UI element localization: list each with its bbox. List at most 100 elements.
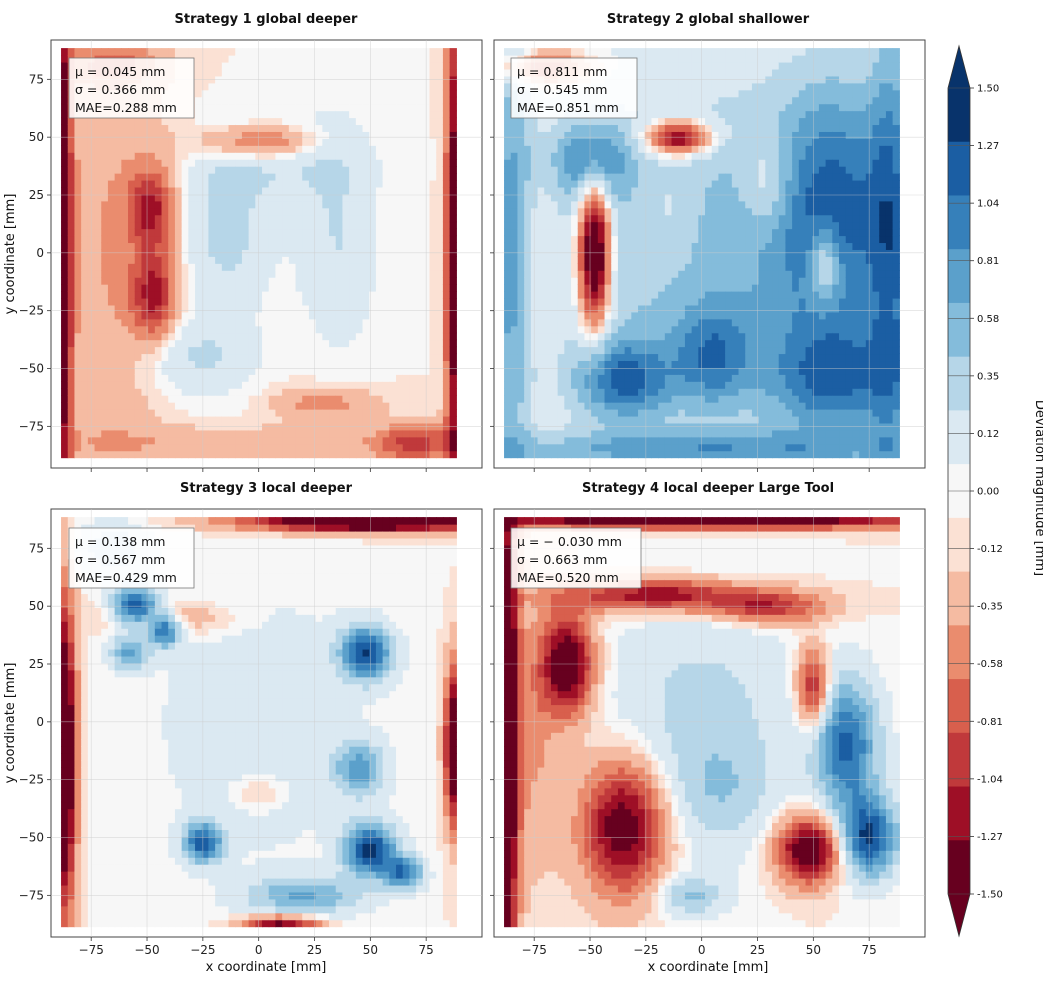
heat-cell xyxy=(584,436,592,445)
heat-cell xyxy=(282,48,290,56)
heat-cell xyxy=(631,318,639,327)
heat-cell xyxy=(329,381,337,389)
heat-cell xyxy=(61,318,69,327)
heat-cell xyxy=(402,55,411,63)
heat-cell xyxy=(302,332,310,341)
heat-cell xyxy=(597,263,606,271)
heat-cell xyxy=(530,186,539,195)
heat-cell xyxy=(288,110,297,119)
heat-cell xyxy=(342,221,350,230)
heat-cell xyxy=(174,318,183,327)
heat-cell xyxy=(638,96,646,105)
heat-cell xyxy=(268,360,277,368)
heat-cell xyxy=(550,256,559,264)
heat-cell xyxy=(215,256,223,264)
heat-cell xyxy=(322,89,330,98)
heat-cell xyxy=(604,291,612,299)
heat-cell xyxy=(638,61,646,70)
heat-cell xyxy=(295,55,303,63)
heat-cell xyxy=(148,131,156,139)
heat-cell xyxy=(335,159,344,167)
heat-cell xyxy=(504,110,512,119)
heat-cell xyxy=(228,96,236,105)
heat-cell xyxy=(302,360,310,368)
heat-cell xyxy=(161,388,169,396)
heat-cell xyxy=(504,221,512,230)
heat-cell xyxy=(87,159,96,167)
heat-cell xyxy=(571,409,579,417)
heat-cell xyxy=(268,242,277,250)
heat-cell xyxy=(181,242,189,250)
heat-cell xyxy=(517,263,525,271)
heat-cell xyxy=(101,159,109,167)
heat-cell xyxy=(510,117,519,126)
heat-cell xyxy=(61,242,69,250)
heat-cell xyxy=(369,381,377,389)
heat-cell xyxy=(382,339,390,348)
heat-cell xyxy=(638,117,646,126)
heat-cell xyxy=(617,311,626,320)
heat-cell xyxy=(208,339,216,348)
heat-cell xyxy=(571,186,579,195)
heat-cell xyxy=(141,374,149,382)
heat-cell xyxy=(315,443,323,452)
heat-cell xyxy=(107,48,116,56)
heat-cell xyxy=(644,346,653,355)
heat-cell xyxy=(611,367,619,375)
heat-cell xyxy=(658,284,666,292)
heat-cell xyxy=(651,207,659,216)
heat-cell xyxy=(617,284,626,292)
heat-cell xyxy=(402,422,411,431)
heat-cell xyxy=(262,381,270,389)
heat-cell xyxy=(228,367,236,375)
heat-cell xyxy=(322,166,330,174)
heat-cell xyxy=(288,186,297,195)
heat-cell xyxy=(597,145,606,153)
heat-cell xyxy=(382,318,390,327)
heat-cell xyxy=(128,304,136,313)
heat-cell xyxy=(375,214,384,223)
heat-cell xyxy=(624,381,632,389)
heat-cell xyxy=(409,256,417,264)
heat-cell xyxy=(349,235,357,244)
heat-cell xyxy=(154,124,163,132)
heat-cell xyxy=(504,297,512,306)
heat-cell xyxy=(517,422,525,431)
heat-cell xyxy=(335,96,344,105)
heat-cell xyxy=(161,443,169,452)
heat-cell xyxy=(664,103,673,112)
heat-cell xyxy=(591,124,599,132)
heat-cell xyxy=(282,367,290,375)
heat-cell xyxy=(282,374,290,382)
heat-cell xyxy=(241,186,250,195)
heat-cell xyxy=(308,235,317,244)
heat-cell xyxy=(141,436,149,445)
heat-cell xyxy=(235,55,243,63)
heat-cell xyxy=(604,395,612,403)
heat-cell xyxy=(644,96,653,105)
heat-cell xyxy=(429,138,437,146)
heat-cell xyxy=(389,318,397,327)
heat-cell xyxy=(557,374,565,382)
heat-cell xyxy=(544,409,552,417)
heat-cell xyxy=(416,388,424,396)
heat-cell xyxy=(168,367,176,375)
heat-cell xyxy=(248,124,256,132)
heat-cell xyxy=(396,117,404,126)
y-tick-label: 0 xyxy=(36,246,44,260)
heat-cell xyxy=(107,402,116,410)
heat-cell xyxy=(402,61,411,70)
heat-cell xyxy=(355,360,364,368)
heat-cell xyxy=(449,48,457,56)
heat-cell xyxy=(442,186,451,195)
heat-cell xyxy=(81,277,89,285)
heat-cell xyxy=(215,228,223,237)
heat-cell xyxy=(591,304,599,313)
heat-cell xyxy=(544,228,552,237)
heat-cell xyxy=(107,221,116,230)
heat-cell xyxy=(664,332,673,341)
heat-cell xyxy=(658,402,666,410)
heat-cell xyxy=(94,429,102,438)
heat-cell xyxy=(651,291,659,299)
